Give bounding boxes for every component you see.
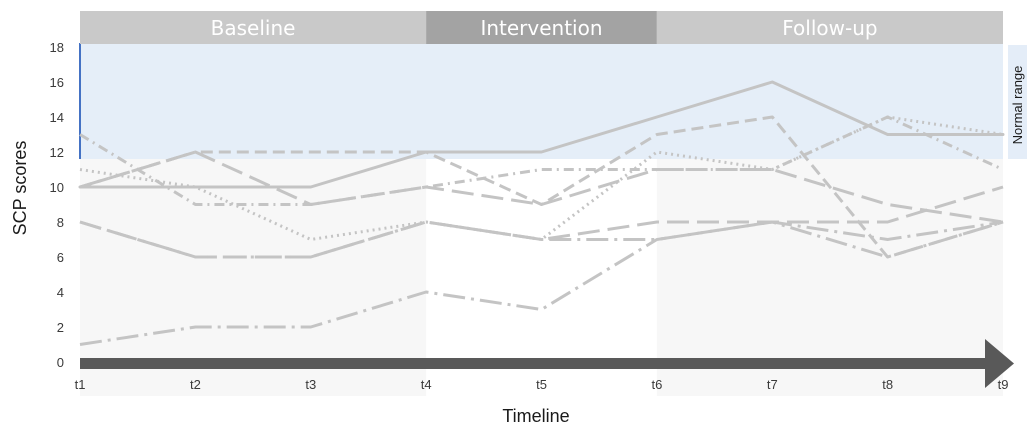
series-line-8 — [79, 220, 1004, 346]
y-tick-label: 12 — [50, 145, 64, 160]
x-tick-label: t3 — [305, 377, 316, 392]
y-tick-label: 10 — [50, 180, 64, 195]
phase-header-intervention — [426, 11, 657, 44]
x-tick-label: t4 — [421, 377, 432, 392]
phase-header: Baseline Intervention Follow-up — [80, 11, 1003, 44]
x-tick-label: t8 — [882, 377, 893, 392]
phase-label-baseline: Baseline — [211, 16, 296, 40]
phase-label-intervention: Intervention — [480, 16, 602, 40]
x-tick-label: t5 — [536, 377, 547, 392]
phase-header-follow-up — [656, 11, 1003, 44]
timeline-arrow-head — [985, 339, 1014, 388]
x-axis-title: Timeline — [502, 406, 569, 426]
normal-range-area — [80, 43, 1003, 159]
y-tick-label: 8 — [57, 215, 64, 230]
x-tick-label: t1 — [75, 377, 86, 392]
y-tick-label: 6 — [57, 250, 64, 265]
x-tick-label: t2 — [190, 377, 201, 392]
series-lines — [78, 80, 1005, 346]
x-tick-label: t7 — [767, 377, 778, 392]
phase-header-baseline — [80, 11, 427, 44]
y-tick-label: 16 — [50, 75, 64, 90]
x-axis-ticks: t1 t2 t3 t4 t5 t6 t7 t8 t9 — [75, 377, 1009, 392]
timeline-arrow — [80, 339, 1014, 388]
series-line-7 — [79, 220, 1004, 259]
x-tick-label: t6 — [651, 377, 662, 392]
y-axis-title: SCP scores — [10, 141, 30, 236]
y-tick-label: 18 — [50, 40, 64, 55]
series-line-4 — [79, 115, 1004, 206]
y-tick-label: 14 — [50, 110, 64, 125]
normal-range-band: Normal range — [79, 43, 1027, 159]
normal-range-label: Normal range — [1010, 66, 1025, 145]
phase-label-follow-up: Follow-up — [782, 16, 877, 40]
y-tick-label: 4 — [57, 285, 64, 300]
y-tick-label: 0 — [57, 355, 64, 370]
x-tick-label: t9 — [998, 377, 1009, 392]
series-line-5 — [79, 150, 1004, 224]
y-tick-label: 2 — [57, 320, 64, 335]
y-axis-ticks: 0 2 4 6 8 10 12 14 16 18 — [50, 40, 64, 370]
normal-range-label-box — [1008, 45, 1027, 159]
timeline-arrow-shaft — [80, 358, 988, 369]
series-line-1 — [78, 80, 1005, 189]
